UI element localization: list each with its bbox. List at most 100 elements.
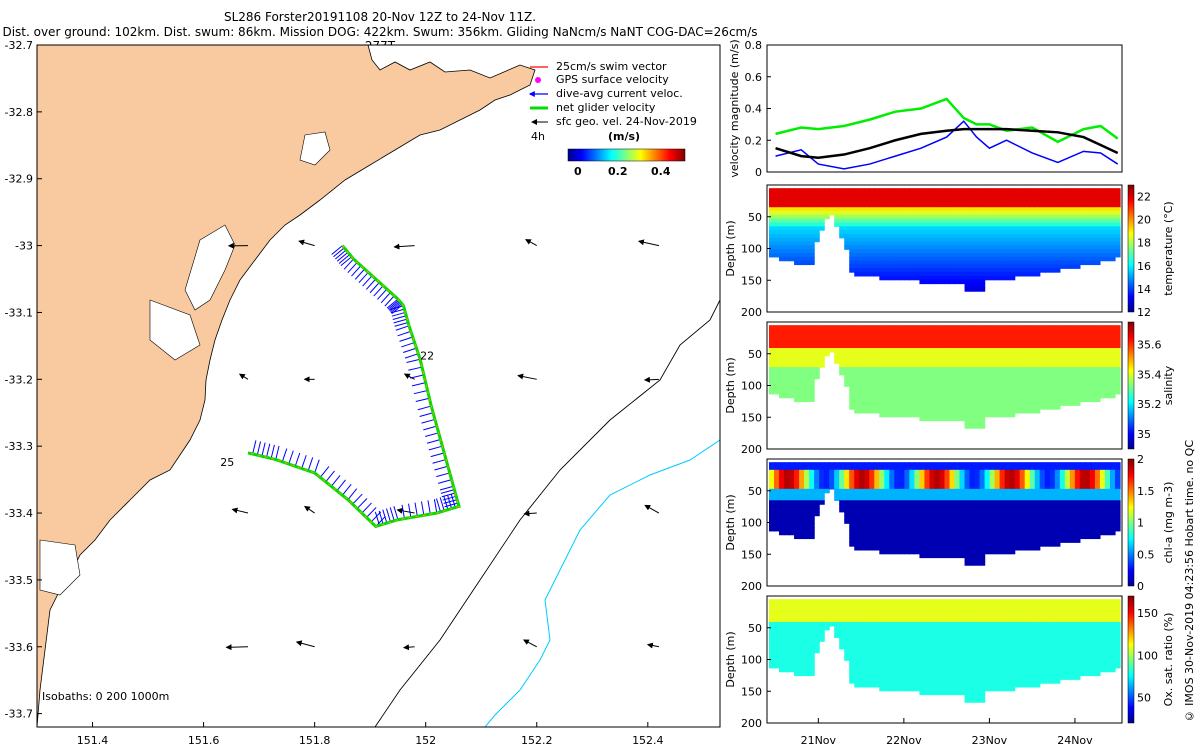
- section-cell: [934, 191, 941, 197]
- section-cell: [1049, 260, 1056, 266]
- section-cell: [809, 633, 815, 638]
- section-cell: [984, 389, 991, 395]
- section-cell: [914, 245, 921, 250]
- section-cell: [804, 660, 810, 665]
- section-cell: [909, 412, 916, 418]
- section-cell: [794, 637, 800, 642]
- section-cell: [1044, 226, 1051, 231]
- section-cell: [1079, 195, 1086, 201]
- section-cell: [779, 188, 785, 193]
- section-cell: [979, 473, 986, 479]
- section-cell: [884, 538, 890, 543]
- section-cell: [799, 641, 805, 646]
- section-cell: [1094, 351, 1101, 357]
- section-cell: [979, 561, 986, 566]
- section-cell: [904, 534, 910, 540]
- section-cell: [1044, 504, 1051, 509]
- section-cell: [1074, 199, 1081, 205]
- section-cell: [909, 252, 916, 258]
- section-cell: [949, 344, 956, 349]
- section-cell: [804, 511, 810, 517]
- section-cell: [1039, 203, 1046, 208]
- section-cell: [1084, 481, 1091, 486]
- section-cell: [1069, 249, 1076, 254]
- section-cell: [924, 363, 931, 368]
- section-cell: [1044, 340, 1051, 345]
- section-cell: [779, 496, 785, 501]
- section-cell: [844, 245, 850, 250]
- section-cell: [1034, 534, 1041, 540]
- section-cell: [969, 211, 976, 216]
- section-cell: [884, 473, 890, 479]
- section-cell: [979, 241, 986, 247]
- section-cell: [924, 279, 931, 285]
- section-cell: [999, 218, 1006, 224]
- section-cell: [799, 652, 805, 658]
- section-cell: [869, 207, 875, 212]
- section-cell: [944, 226, 951, 231]
- section-cell: [984, 256, 991, 262]
- section-cell: [919, 344, 926, 349]
- section-cell: [989, 230, 996, 235]
- section-cell: [979, 332, 986, 338]
- section-cell: [1094, 340, 1101, 345]
- section-cell: [1109, 351, 1116, 357]
- section-cell: [864, 249, 870, 254]
- section-cell: [919, 191, 926, 197]
- section-cell: [1004, 199, 1011, 205]
- section-cell: [799, 351, 805, 357]
- section-cell: [919, 268, 926, 273]
- dac-vector: [343, 258, 354, 270]
- section-cell: [1114, 500, 1121, 505]
- section-cell: [1069, 348, 1076, 353]
- section-cell: [879, 214, 885, 220]
- dac-vector: [389, 302, 402, 312]
- section-cell: [1064, 241, 1071, 247]
- section-cell: [894, 488, 900, 494]
- section-cell: [799, 370, 805, 376]
- section-cell: [834, 488, 840, 494]
- section-cell: [959, 507, 966, 513]
- dac-vector: [340, 256, 352, 267]
- section-cell: [1019, 397, 1026, 403]
- section-cell: [794, 397, 800, 403]
- section-cell: [849, 496, 855, 501]
- section-cell: [809, 530, 815, 536]
- section-cell: [824, 469, 830, 475]
- section-cell: [889, 511, 895, 517]
- section-cell: [799, 469, 805, 475]
- section-cell: [1094, 477, 1101, 482]
- section-cell: [834, 214, 840, 220]
- section-cell: [959, 203, 966, 208]
- section-cell: [1004, 389, 1011, 395]
- section-cell: [1109, 241, 1116, 247]
- section-cell: [864, 488, 870, 494]
- section-cell: [914, 488, 921, 494]
- section-cell: [944, 241, 951, 247]
- section-cell: [849, 386, 855, 391]
- section-cell: [1039, 488, 1046, 494]
- section-cell: [794, 526, 800, 532]
- section-cell: [1104, 500, 1111, 505]
- section-cell: [1044, 363, 1051, 368]
- section-cell: [989, 504, 996, 509]
- section-cell: [794, 671, 800, 677]
- section-cell: [1049, 363, 1056, 368]
- section-cell: [799, 648, 805, 654]
- section-cell: [1019, 465, 1026, 471]
- section-cell: [874, 355, 880, 361]
- section-cell: [1024, 260, 1031, 266]
- dac-vector: [414, 502, 418, 517]
- section-cell: [1059, 389, 1066, 395]
- section-cell: [1089, 500, 1096, 505]
- section-cell: [1014, 492, 1021, 498]
- section-cell: [1099, 386, 1106, 391]
- section-cell: [884, 393, 890, 399]
- section-cell: [959, 218, 966, 224]
- section-cell: [994, 469, 1001, 475]
- section-cell: [1039, 389, 1046, 395]
- section-cell: [814, 237, 820, 243]
- section-cell: [804, 367, 810, 372]
- section-cell: [1109, 230, 1116, 235]
- section-cell: [904, 241, 910, 247]
